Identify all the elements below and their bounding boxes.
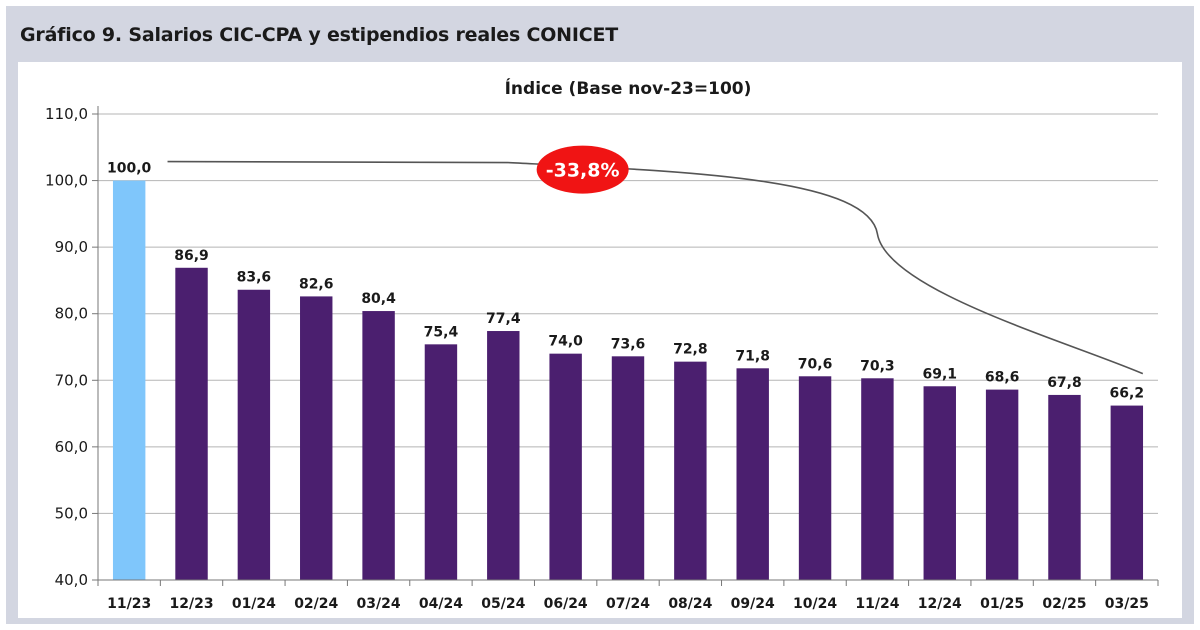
x-tick-label: 05/24 <box>481 596 525 612</box>
data-label: 67,8 <box>1047 375 1082 391</box>
x-tick-label: 01/25 <box>980 596 1024 612</box>
x-tick-label: 11/24 <box>855 596 899 612</box>
bar-01-24 <box>237 289 271 580</box>
x-tick-label: 12/23 <box>169 596 213 612</box>
y-tick-label: 90,0 <box>55 238 88 256</box>
bar-12-23 <box>175 267 208 580</box>
bar-11-24 <box>861 378 894 580</box>
bar-10-24 <box>798 376 832 580</box>
y-tick-label: 40,0 <box>55 571 88 589</box>
x-tick-label: 03/25 <box>1105 596 1149 612</box>
trend-line <box>167 160 1144 375</box>
y-tick-label: 50,0 <box>55 504 88 522</box>
x-tick-label: 06/24 <box>544 596 588 612</box>
bar-09-24 <box>736 368 769 580</box>
y-tick-label: 100,0 <box>45 172 88 190</box>
data-label: 66,2 <box>1110 386 1145 402</box>
y-axis: 40,0 50,0 60,0 70,0 80,0 90,0 100,0 110,0 <box>45 105 99 589</box>
x-tick-label: 04/24 <box>419 596 463 612</box>
figure-frame: Gráfico 9. Salarios CIC-CPA y estipendio… <box>6 6 1194 624</box>
x-tick-label: 01/24 <box>232 596 276 612</box>
data-label: 71,8 <box>735 348 770 364</box>
chart-panel: Índice (Base nov-23=100) 40,0 50,0 60,0 70,… <box>18 62 1182 618</box>
x-tick-label: 10/24 <box>793 596 837 612</box>
bar-03-24 <box>362 311 395 580</box>
data-label: 77,4 <box>486 311 521 327</box>
data-label: 70,6 <box>798 356 833 372</box>
data-label: 83,6 <box>237 270 272 286</box>
bar-05-24 <box>487 331 520 580</box>
data-label: 68,6 <box>985 370 1020 386</box>
data-label: 70,3 <box>860 358 895 374</box>
bar-11-23 <box>112 180 146 581</box>
bars: 100,0 86,9 83,6 82,6 80,4 75,4 77,4 74,0 73,6 72,… <box>107 161 1145 581</box>
percent-change-callout: -33,8% <box>536 145 629 194</box>
x-tick-label: 02/25 <box>1042 596 1086 612</box>
chart-title: Índice (Base nov-23=100) <box>505 77 752 99</box>
data-label: 86,9 <box>174 248 209 264</box>
y-tick-label: 80,0 <box>55 305 88 323</box>
data-label: 82,6 <box>299 276 334 292</box>
data-label: 69,1 <box>922 366 957 382</box>
bar-12-24 <box>923 386 956 580</box>
bar-02-24 <box>300 296 333 580</box>
x-tick-label: 07/24 <box>606 596 650 612</box>
x-tick-label: 03/24 <box>357 596 401 612</box>
y-tick-label: 70,0 <box>55 371 88 389</box>
bar-03-25 <box>1110 405 1144 580</box>
x-tick-label: 12/24 <box>918 596 962 612</box>
y-tick-label: 110,0 <box>45 105 88 123</box>
callout-ellipse <box>536 145 629 194</box>
y-tick-label: 60,0 <box>55 438 88 456</box>
x-tick-label: 09/24 <box>731 596 775 612</box>
data-label: 100,0 <box>107 161 152 177</box>
trend-curve <box>167 160 1144 375</box>
bar-01-25 <box>985 389 1019 580</box>
x-tick-label: 11/23 <box>107 596 151 612</box>
x-tick-label: 02/24 <box>294 596 338 612</box>
bar-04-24 <box>424 344 458 580</box>
data-label: 73,6 <box>611 336 646 352</box>
bar-06-24 <box>549 353 582 580</box>
bar-07-24 <box>611 356 645 580</box>
callout-label: -33,8% <box>546 160 620 182</box>
data-label: 75,4 <box>424 324 459 340</box>
bar-02-25 <box>1048 394 1081 580</box>
data-label: 80,4 <box>361 291 396 307</box>
bar-08-24 <box>674 361 707 580</box>
x-tick-label: 08/24 <box>668 596 712 612</box>
figure-title: Gráfico 9. Salarios CIC-CPA y estipendio… <box>20 24 619 46</box>
bar-chart: Índice (Base nov-23=100) 40,0 50,0 60,0 70,… <box>45 77 1159 612</box>
data-label: 72,8 <box>673 342 708 358</box>
data-label: 74,0 <box>548 334 583 350</box>
x-axis: 11/23 12/23 01/24 02/24 03/24 04/24 05/24 06/24… <box>97 579 1159 612</box>
